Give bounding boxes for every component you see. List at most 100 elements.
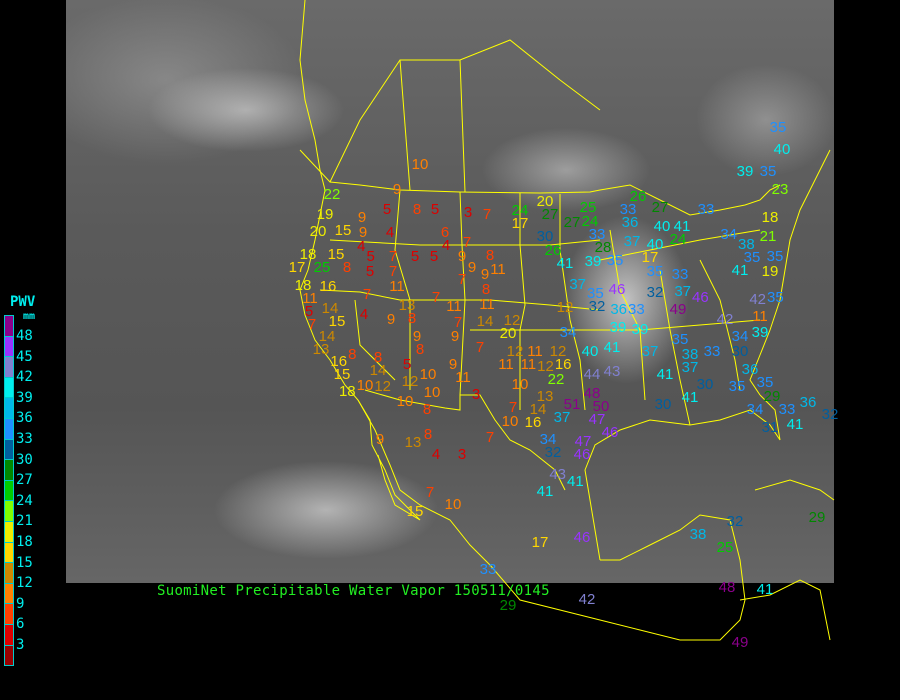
station-pwv-value: 39 bbox=[609, 319, 627, 336]
station-pwv-value: 46 bbox=[601, 423, 619, 441]
station-pwv-value: 17 bbox=[531, 534, 549, 551]
station-pwv-value: 11 bbox=[455, 369, 471, 386]
legend-label: 33 bbox=[16, 431, 33, 447]
station-pwv-value: 40 bbox=[773, 141, 791, 158]
state-line bbox=[459, 191, 466, 396]
legend-color-bar bbox=[4, 315, 14, 667]
station-pwv-value: 9 bbox=[480, 266, 490, 283]
station-pwv-value: 7 bbox=[485, 429, 495, 446]
station-pwv-value: 40 bbox=[646, 236, 664, 253]
station-pwv-value: 41 bbox=[731, 261, 749, 279]
legend-swatch bbox=[4, 377, 14, 399]
station-pwv-value: 15 bbox=[328, 312, 346, 330]
station-pwv-value: 18 bbox=[299, 245, 317, 263]
station-pwv-value: 39 bbox=[736, 163, 754, 180]
station-pwv-value: 9 bbox=[448, 356, 458, 373]
station-pwv-value: 5 bbox=[366, 248, 375, 265]
legend-swatch bbox=[4, 624, 14, 646]
station-pwv-value: 9 bbox=[375, 431, 385, 448]
station-pwv-value: 8 bbox=[423, 426, 433, 443]
station-pwv-value: 15 bbox=[333, 366, 351, 383]
legend-label: 3 bbox=[16, 637, 25, 653]
station-pwv-value: 34 bbox=[746, 401, 764, 418]
station-pwv-value: 40 bbox=[653, 218, 671, 235]
station-pwv-value: 7 bbox=[453, 314, 463, 331]
legend-swatch bbox=[4, 460, 14, 481]
cuba-coastline bbox=[754, 479, 835, 501]
station-pwv-value: 39 bbox=[751, 324, 769, 341]
station-pwv-value: 12 bbox=[549, 343, 567, 360]
station-pwv-value: 41 bbox=[567, 473, 584, 490]
station-pwv-value: 49 bbox=[731, 634, 749, 651]
station-pwv-value: 12 bbox=[401, 373, 419, 390]
station-pwv-value: 4 bbox=[357, 238, 366, 255]
station-pwv-value: 14 bbox=[318, 328, 336, 345]
legend-label: 39 bbox=[16, 389, 33, 406]
legend-unit: mm bbox=[23, 311, 36, 322]
station-pwv-value: 8 bbox=[348, 346, 357, 363]
station-pwv-value: 20 bbox=[536, 193, 554, 210]
state-line bbox=[519, 193, 526, 410]
station-pwv-value: 41 bbox=[536, 483, 554, 500]
station-pwv-value: 35 bbox=[646, 263, 664, 280]
station-pwv-value: 42 bbox=[578, 591, 596, 608]
legend-title: PWV bbox=[10, 294, 36, 310]
baja-coastline bbox=[357, 399, 421, 521]
station-pwv-value: 8 bbox=[481, 281, 491, 298]
station-pwv-value: 39 bbox=[631, 321, 649, 338]
station-pwv-value: 49 bbox=[669, 301, 687, 318]
station-pwv-value: 9 bbox=[392, 181, 402, 198]
station-pwv-value: 3 bbox=[471, 386, 481, 403]
station-pwv-value: 5 bbox=[430, 201, 440, 218]
legend-swatch bbox=[4, 645, 14, 667]
station-pwv-value: 24 bbox=[511, 202, 529, 219]
station-pwv-value: 32 bbox=[821, 406, 839, 423]
station-pwv-value: 11 bbox=[302, 289, 318, 307]
station-pwv-value: 32 bbox=[544, 443, 562, 461]
station-pwv-value: 9 bbox=[467, 259, 477, 276]
station-pwv-value: 5 bbox=[410, 248, 420, 265]
station-pwv-value: 41 bbox=[756, 581, 774, 598]
station-pwv-value: 7 bbox=[388, 263, 398, 280]
station-pwv-value: 15 bbox=[327, 246, 345, 263]
station-pwv-value: 37 bbox=[553, 409, 571, 426]
station-pwv-value: 11 bbox=[520, 356, 537, 373]
station-pwv-value: 33 bbox=[619, 201, 637, 218]
station-pwv-value: 6 bbox=[440, 224, 450, 241]
station-pwv-value: 46 bbox=[573, 529, 591, 546]
station-pwv-value: 10 bbox=[419, 366, 437, 383]
legend-label: 12 bbox=[16, 575, 33, 592]
gulf-coastline bbox=[584, 394, 781, 561]
us-mexico-border bbox=[364, 389, 566, 491]
station-pwv-value: 10 bbox=[511, 376, 529, 393]
station-pwv-value: 7 bbox=[457, 271, 467, 288]
station-pwv-value: 9 bbox=[457, 248, 467, 265]
station-pwv-value: 32 bbox=[646, 284, 664, 301]
station-pwv-value: 28 bbox=[594, 239, 612, 257]
station-pwv-value: 5 bbox=[304, 302, 314, 320]
station-pwv-value: 10 bbox=[444, 496, 462, 513]
station-pwv-value: 9 bbox=[386, 311, 396, 328]
legend-label: 6 bbox=[16, 616, 25, 633]
station-pwv-value: 8 bbox=[373, 348, 383, 366]
station-pwv-value: 12 bbox=[503, 311, 521, 329]
legend-swatch bbox=[4, 398, 14, 419]
legend-label: 18 bbox=[16, 534, 33, 550]
station-pwv-value: 37 bbox=[681, 358, 699, 376]
legend-swatch bbox=[4, 439, 14, 461]
station-pwv-value: 10 bbox=[396, 393, 414, 410]
station-pwv-value: 10 bbox=[411, 156, 429, 173]
station-pwv-value: 30 bbox=[696, 375, 714, 393]
station-pwv-value: 27 bbox=[541, 206, 559, 223]
us-canada-border bbox=[329, 181, 781, 216]
legend-label: 24 bbox=[16, 492, 33, 509]
station-pwv-value: 39 bbox=[584, 252, 602, 270]
canada-province-line bbox=[399, 59, 411, 191]
station-pwv-value: 26 bbox=[544, 242, 562, 259]
station-pwv-value: 12 bbox=[556, 299, 574, 316]
station-pwv-value: 29 bbox=[808, 509, 826, 526]
station-pwv-value: 13 bbox=[398, 297, 416, 314]
station-pwv-value: 38 bbox=[681, 345, 699, 363]
legend-swatch bbox=[4, 501, 14, 522]
